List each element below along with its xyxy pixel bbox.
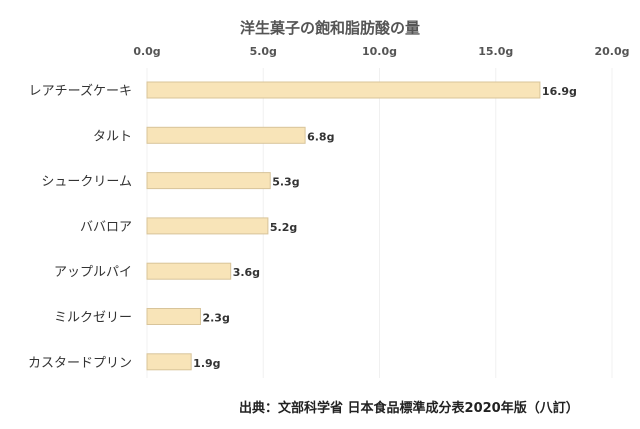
- category-label: シュークリーム: [41, 175, 132, 190]
- category-label: タルト: [93, 129, 132, 144]
- chart-title: 洋生菓子の飽和脂肪酸の量: [239, 19, 420, 37]
- data-label: 16.9g: [542, 85, 577, 98]
- x-tick-label: 0.0g: [133, 45, 160, 58]
- category-label: カスタードプリン: [28, 356, 132, 371]
- data-label: 2.3g: [202, 312, 229, 325]
- data-label: 3.6g: [233, 266, 260, 279]
- bar: [146, 262, 232, 280]
- source-note: 出典：文部科学省 日本食品標準成分表2020年版（八訂）: [239, 401, 579, 416]
- data-label: 5.2g: [270, 221, 297, 234]
- bar: [146, 126, 306, 144]
- bar: [146, 353, 192, 371]
- x-tick-label: 15.0g: [478, 45, 513, 58]
- bar: [146, 172, 271, 190]
- data-label: 6.8g: [307, 130, 334, 143]
- bar: [146, 81, 541, 99]
- x-tick-label: 10.0g: [362, 45, 397, 58]
- category-label: レアチーズケーキ: [29, 83, 132, 99]
- data-label: 5.3g: [272, 176, 299, 189]
- bar: [146, 217, 269, 235]
- category-label: ババロア: [80, 220, 132, 235]
- x-tick-label: 20.0g: [594, 45, 629, 58]
- bar: [146, 308, 201, 325]
- x-tick-label: 5.0g: [250, 45, 277, 58]
- category-label: ミルクゼリー: [54, 311, 132, 326]
- data-label: 1.9g: [193, 357, 220, 370]
- category-label: アップルパイ: [54, 265, 132, 280]
